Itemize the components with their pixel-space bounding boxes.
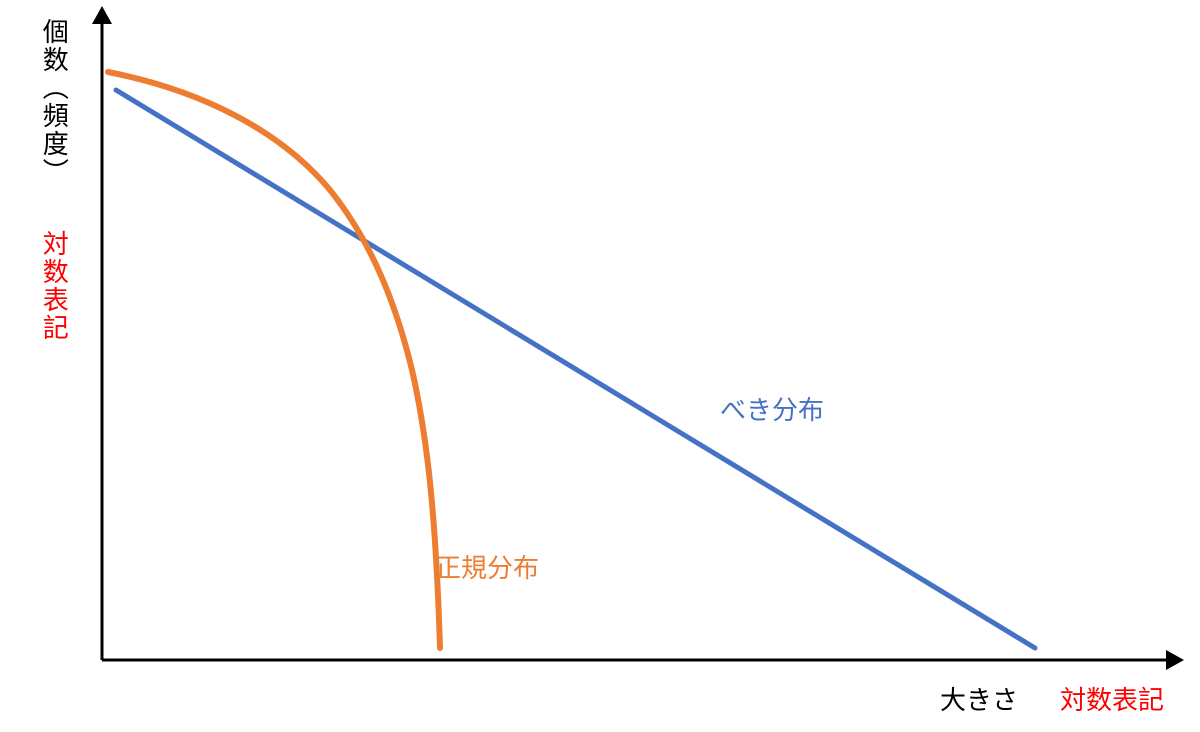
distribution-chart: 個数（頻度） 対数表記 大きさ 対数表記 べき分布 正規分布 (0, 0, 1200, 727)
x-axis-label-main: 大きさ (940, 680, 1018, 717)
y-axis-arrow (92, 6, 112, 24)
normal-curve (108, 72, 440, 648)
normal-label: 正規分布 (435, 548, 539, 585)
x-axis-label-sub: 対数表記 (1060, 680, 1164, 717)
power-law-label: べき分布 (720, 390, 824, 427)
y-axis-label-main: 個数（頻度） (38, 18, 69, 186)
y-axis-label-sub: 対数表記 (38, 230, 69, 342)
chart-svg (0, 0, 1200, 727)
power-law-curve (116, 90, 1035, 648)
x-axis-arrow (1166, 650, 1184, 670)
